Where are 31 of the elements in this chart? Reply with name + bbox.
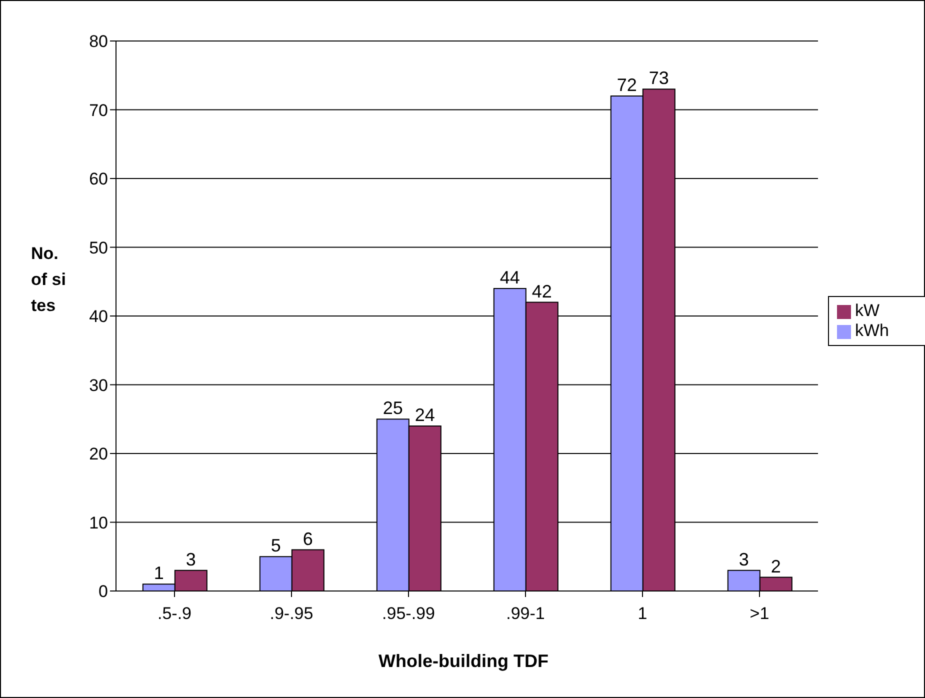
data-label: 2 — [770, 556, 781, 576]
data-label: 3 — [738, 549, 749, 570]
y-tick-label: 0 — [98, 582, 108, 602]
data-label: 44 — [500, 268, 520, 288]
x-axis-title: Whole-building TDF — [378, 651, 550, 672]
x-tick-label: .95-.99 — [382, 604, 435, 624]
data-label: 42 — [532, 281, 552, 302]
legend-label: kWh — [855, 321, 889, 340]
y-tick-label: 10 — [89, 513, 108, 532]
y-tick-label: 20 — [89, 444, 108, 464]
y-tick-label: 40 — [89, 307, 108, 326]
data-label: 24 — [414, 405, 435, 425]
x-tick-label: .99-1 — [506, 604, 545, 624]
y-axis-title: No. of sites — [31, 243, 67, 317]
y-tick-label: 80 — [89, 32, 108, 52]
y-tick-label: 50 — [89, 238, 108, 258]
data-label: 72 — [616, 75, 637, 95]
data-label: 25 — [382, 398, 403, 418]
x-tick-label: >1 — [750, 604, 770, 624]
data-label: 1 — [154, 563, 164, 584]
x-tick-label: 1 — [638, 604, 648, 624]
y-tick-label: 70 — [89, 100, 108, 120]
data-label: 6 — [302, 528, 313, 549]
x-tick-label: .5-.9 — [157, 604, 192, 624]
data-label: 3 — [186, 549, 196, 570]
y-tick-label: 60 — [89, 170, 108, 189]
data-label: 5 — [270, 536, 281, 556]
legend-label: kW — [855, 301, 880, 320]
data-label: 73 — [648, 68, 669, 88]
x-tick-label: .9-.95 — [270, 604, 314, 624]
y-tick-label: 30 — [89, 376, 108, 395]
